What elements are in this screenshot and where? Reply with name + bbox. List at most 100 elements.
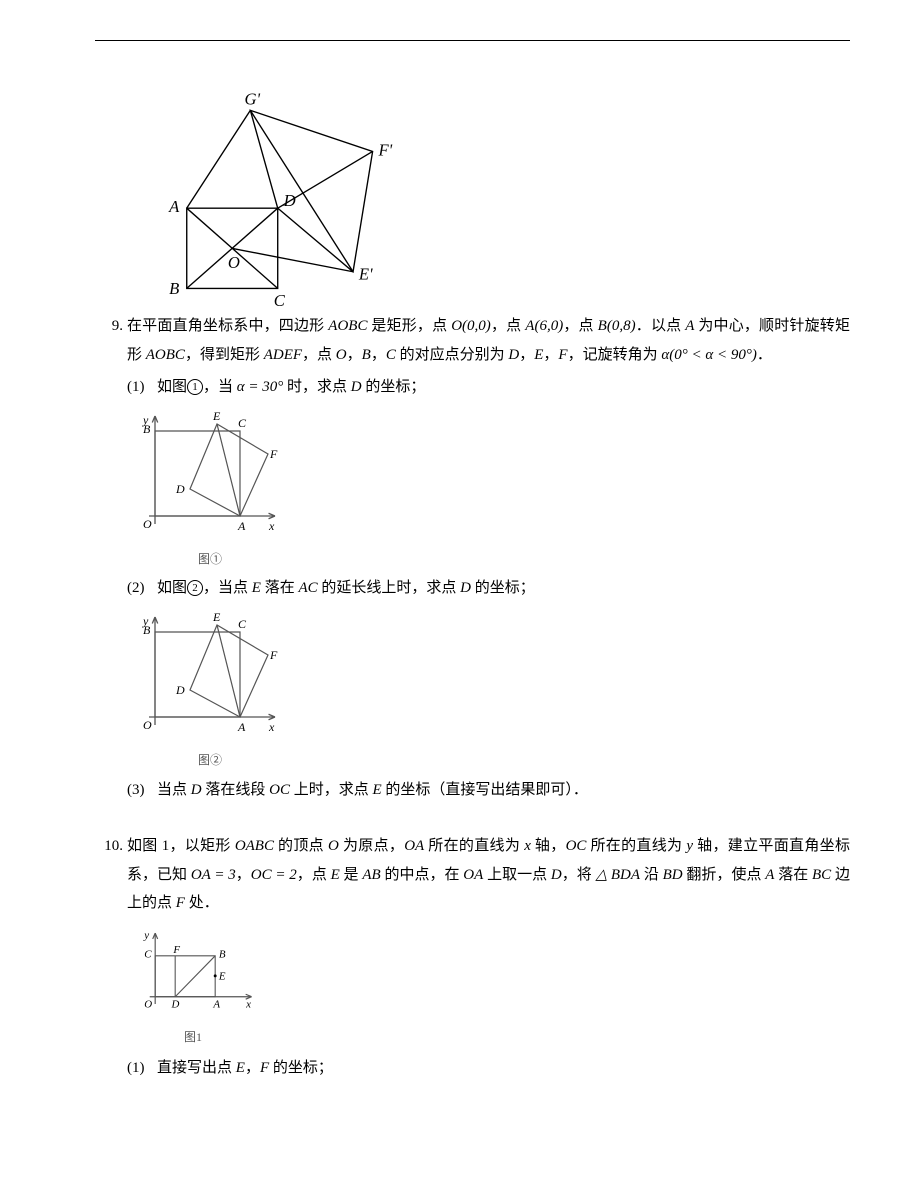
t: ，点 <box>297 867 331 883</box>
v: ADEF <box>264 347 302 363</box>
sub-text: 如图2，当点 E 落在 AC 的延长线上时，求点 D 的坐标； <box>157 574 535 603</box>
t: 在平面直角坐标系中，四边形 <box>127 318 328 334</box>
sub-text: 直接写出点 E，F 的坐标； <box>157 1054 333 1083</box>
t: 的坐标； <box>269 1060 333 1076</box>
svg-text:E': E' <box>358 265 373 284</box>
svg-text:D: D <box>175 482 185 496</box>
v: C <box>386 347 396 363</box>
t: 直接写出点 <box>157 1060 236 1076</box>
problem-9: 9. 在平面直角坐标系中，四边形 AOBC 是矩形，点 O(0,0)，点 A(6… <box>95 312 850 804</box>
svg-text:A: A <box>237 720 246 734</box>
t: ，当 <box>203 379 237 395</box>
t: 的顶点 <box>274 838 328 854</box>
svg-text:O: O <box>144 998 152 1010</box>
svg-text:y: y <box>142 614 149 628</box>
figure-9-2: OABCDEFxy 图② <box>95 607 850 772</box>
svg-text:F': F' <box>377 140 392 159</box>
svg-text:A: A <box>168 197 180 216</box>
t: 落在线段 <box>202 782 270 798</box>
t: 当点 <box>157 782 191 798</box>
svg-text:E: E <box>212 610 221 624</box>
t: ， <box>236 867 251 883</box>
svg-text:B: B <box>169 279 179 298</box>
v: O(0,0) <box>451 318 491 334</box>
v: E <box>236 1060 245 1076</box>
v: A(6,0) <box>525 318 563 334</box>
sub-number: (2) <box>127 574 157 603</box>
problem-number: 9. <box>95 312 127 341</box>
svg-text:C: C <box>274 291 286 306</box>
t: 如图 <box>127 838 162 854</box>
problem-10-sub1: (1) 直接写出点 E，F 的坐标； <box>95 1054 850 1083</box>
problem-9-text: 在平面直角坐标系中，四边形 AOBC 是矩形，点 O(0,0)，点 A(6,0)… <box>127 312 850 369</box>
figure-abcd-square: ABCDOG'F'E' <box>95 81 850 306</box>
t: 落在 <box>774 867 812 883</box>
t: ．以点 <box>636 318 686 334</box>
t: 上时，求点 <box>290 782 373 798</box>
v: OA <box>404 838 424 854</box>
svg-text:C: C <box>144 948 152 960</box>
t: 落在 <box>261 580 299 596</box>
svg-text:F: F <box>269 447 278 461</box>
circled-2: 2 <box>187 580 203 596</box>
svg-text:D: D <box>171 998 180 1010</box>
v: α(0° < α < 90°) <box>661 347 756 363</box>
problem-9-sub2: (2) 如图2，当点 E 落在 AC 的延长线上时，求点 D 的坐标； <box>95 574 850 603</box>
t: 翻折，使点 <box>683 867 766 883</box>
svg-text:O: O <box>143 718 152 732</box>
svg-text:G': G' <box>244 89 260 108</box>
svg-text:y: y <box>143 929 149 941</box>
sub-number: (3) <box>127 776 157 805</box>
v: OA <box>463 867 483 883</box>
problem-10: 10. 如图 1，以矩形 OABC 的顶点 O 为原点，OA 所在的直线为 x … <box>95 832 850 1083</box>
t: 的对应点分别为 <box>396 347 509 363</box>
svg-text:C: C <box>238 617 247 631</box>
v: B(0,8) <box>598 318 636 334</box>
v: E <box>252 580 261 596</box>
caption: 图1 <box>133 1026 253 1049</box>
t: ． <box>757 347 772 363</box>
v: D <box>551 867 562 883</box>
t: 是 <box>340 867 363 883</box>
v: BC <box>812 867 831 883</box>
v: D <box>508 347 519 363</box>
t: 的坐标； <box>362 379 426 395</box>
v: F <box>176 895 185 911</box>
figure-10-1: OABCDFExy 图1 <box>95 924 850 1049</box>
v: AOBC <box>146 347 185 363</box>
v: F <box>260 1060 269 1076</box>
v: AB <box>362 867 380 883</box>
header-rule <box>95 40 850 41</box>
v: AOBC <box>328 318 367 334</box>
t: 时，求点 <box>283 379 351 395</box>
problem-10-text: 如图 1，以矩形 OABC 的顶点 O 为原点，OA 所在的直线为 x 轴，OC… <box>127 832 850 918</box>
v: E <box>331 867 340 883</box>
t: 处． <box>185 895 219 911</box>
v: E <box>534 347 543 363</box>
problem-9-sub1: (1) 如图1，当 α = 30° 时，求点 D 的坐标； <box>95 373 850 402</box>
t: 是矩形，点 <box>367 318 451 334</box>
caption: 图① <box>135 548 285 571</box>
t: ，当点 <box>203 580 252 596</box>
sub-number: (1) <box>127 1054 157 1083</box>
t: 如图 <box>157 580 187 596</box>
t: 的中点，在 <box>381 867 464 883</box>
v: x <box>524 838 531 854</box>
v: D <box>191 782 202 798</box>
figure-9-1: OABCDEFxy 图① <box>95 406 850 571</box>
v: OC = 2 <box>251 867 297 883</box>
v: O <box>328 838 339 854</box>
v: OABC <box>235 838 274 854</box>
t: ，记旋转角为 <box>568 347 662 363</box>
svg-text:D: D <box>175 683 185 697</box>
v: D <box>460 580 471 596</box>
v: α = 30° <box>237 379 284 395</box>
problem-number: 10. <box>95 832 127 861</box>
t: 为原点， <box>339 838 404 854</box>
t: ，以矩形 <box>169 838 235 854</box>
v: D <box>351 379 362 395</box>
t: 上取一点 <box>483 867 551 883</box>
v: OA = 3 <box>191 867 236 883</box>
v: E <box>372 782 381 798</box>
svg-text:y: y <box>142 413 149 427</box>
